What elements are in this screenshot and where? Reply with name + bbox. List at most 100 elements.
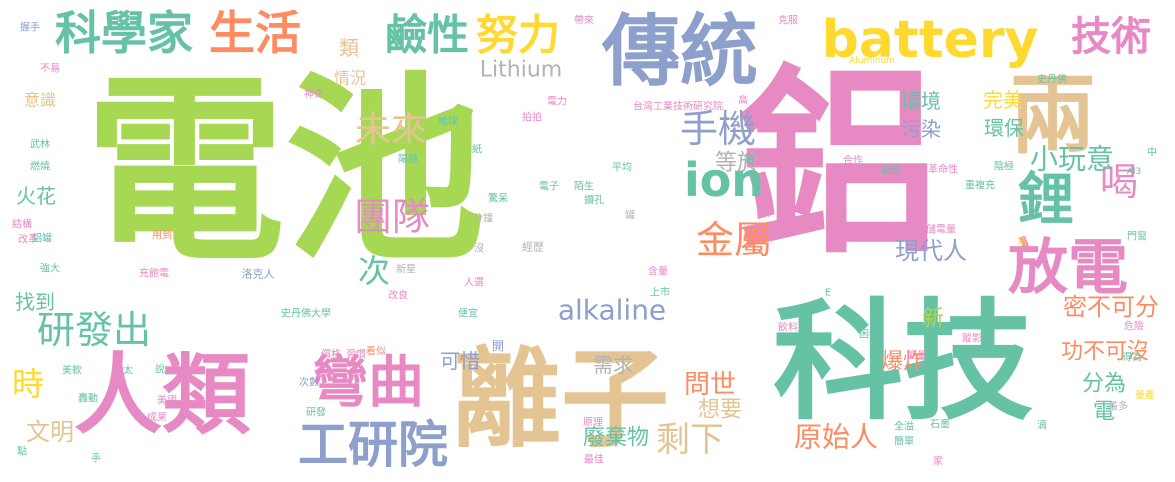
cloud-word: 手機 xyxy=(680,107,756,151)
cloud-word: 含量 xyxy=(648,265,668,278)
cloud-word: 儲電量 xyxy=(926,224,956,236)
cloud-word: 全溢 xyxy=(894,420,914,433)
cloud-word: 時 xyxy=(12,365,44,403)
cloud-word: 金屬 xyxy=(696,218,772,262)
cloud-word: 最佳 xyxy=(584,453,604,466)
cloud-word: 價格 xyxy=(321,348,341,361)
cloud-word: 帶來 xyxy=(574,15,594,27)
cloud-word: 沒 xyxy=(474,242,484,255)
cloud-word: alkaline xyxy=(558,294,666,327)
cloud-word: 現代人 xyxy=(895,237,967,265)
cloud-word: 洛克人 xyxy=(242,267,275,281)
cloud-word: 科技 xyxy=(773,286,1033,438)
cloud-word: 家 xyxy=(933,455,943,468)
cloud-word: 罐 xyxy=(625,209,635,222)
cloud-word: 怕 xyxy=(744,153,754,166)
cloud-word: Lithium xyxy=(480,58,562,83)
cloud-word: 陌生 xyxy=(574,180,594,193)
cloud-word: 便宜 xyxy=(458,307,478,320)
cloud-word: 簡單 xyxy=(894,435,914,448)
cloud-word: 項 xyxy=(1017,237,1027,249)
cloud-word: 完美 xyxy=(983,88,1023,112)
cloud-word: 新星 xyxy=(396,263,416,276)
cloud-word: 放電 xyxy=(1008,233,1128,303)
cloud-word: 人類 xyxy=(74,344,251,447)
cloud-word: 高速 xyxy=(881,164,901,177)
cloud-word: 合作 xyxy=(843,154,863,167)
cloud-word: 鹼性 xyxy=(385,11,469,60)
cloud-word: 問世 xyxy=(684,370,736,400)
cloud-word: 火花 xyxy=(16,184,56,208)
cloud-word: 研發出 xyxy=(37,308,151,352)
cloud-word: 美國 xyxy=(157,394,177,407)
cloud-word: 說 xyxy=(155,363,165,376)
cloud-word: 蹤影 xyxy=(962,332,982,345)
cloud-word: 次 xyxy=(358,252,390,290)
cloud-word: 努力 xyxy=(476,11,560,60)
cloud-word: 太 xyxy=(123,364,133,377)
cloud-word: 史丹佛大學 xyxy=(281,307,331,320)
cloud-word: 高 xyxy=(738,94,748,107)
cloud-word: 地球 xyxy=(438,115,458,128)
cloud-word: 彎曲 xyxy=(312,351,424,416)
cloud-word: E xyxy=(825,288,831,299)
cloud-word: 電力 xyxy=(547,95,567,108)
cloud-word: 喝 xyxy=(1100,160,1138,204)
cloud-word: 技術 xyxy=(1071,14,1151,60)
cloud-word: 分為 xyxy=(1082,372,1126,397)
cloud-word: 傳統 xyxy=(601,7,758,97)
cloud-word: 鋁 xyxy=(738,49,938,282)
cloud-word: Al3 xyxy=(1127,167,1141,177)
cloud-word: 上市 xyxy=(650,286,670,299)
cloud-word: 改革 xyxy=(18,233,38,246)
cloud-word: 等於 xyxy=(715,151,759,176)
cloud-word: 看似 xyxy=(366,345,386,358)
cloud-word: 驚呆 xyxy=(488,192,508,205)
cloud-word: 改良 xyxy=(388,289,408,302)
cloud-word: 年 xyxy=(763,207,773,220)
cloud-word: 電子 xyxy=(539,181,559,193)
cloud-word: 情況 xyxy=(334,69,366,88)
cloud-word: 鋁罐 xyxy=(32,232,52,245)
cloud-word: 原始人 xyxy=(794,421,878,454)
cloud-word: 能量 xyxy=(907,349,927,362)
cloud-word: 充飽電 xyxy=(139,267,169,280)
cloud-word: 想要 xyxy=(698,398,742,423)
cloud-word: 用到 xyxy=(152,230,172,242)
cloud-word: 武林 xyxy=(30,138,50,151)
cloud-word: 原理 xyxy=(583,417,603,429)
cloud-word: 電 xyxy=(1093,400,1115,425)
cloud-word: 意識 xyxy=(24,91,56,110)
cloud-word: 離子 xyxy=(453,338,669,463)
cloud-word: 拍拍 xyxy=(522,111,542,124)
cloud-word: 環境 xyxy=(901,89,941,113)
cloud-word: 廢棄物 xyxy=(583,426,649,451)
cloud-word: 分鐘 xyxy=(473,212,493,225)
cloud-word: 重複充 xyxy=(965,179,995,192)
cloud-word: 門窗 xyxy=(1127,230,1147,243)
cloud-word: 新 xyxy=(922,307,944,332)
cloud-word: 石墨 xyxy=(930,419,950,431)
cloud-word: 污染 xyxy=(901,117,941,141)
cloud-word: 台灣工業技術研究院 xyxy=(633,100,723,113)
cloud-word: 未來 xyxy=(355,110,427,151)
cloud-word: 得為 xyxy=(1122,351,1142,364)
cloud-word: 鑽孔 xyxy=(584,194,604,207)
cloud-word: 需求 xyxy=(593,353,633,377)
cloud-word: 史丹佛 xyxy=(1037,73,1067,86)
cloud-word: 最多 xyxy=(1108,400,1128,413)
cloud-word: 革命性 xyxy=(928,163,958,176)
cloud-word: 飲料 xyxy=(778,321,798,334)
cloud-word: 強大 xyxy=(40,262,60,275)
cloud-word: 電池 xyxy=(85,56,485,289)
cloud-word: 鋰 xyxy=(1018,168,1074,233)
cloud-word: 克服 xyxy=(778,15,798,27)
cloud-word: 困難 xyxy=(859,328,879,341)
cloud-word: 量產 xyxy=(1135,389,1155,402)
cloud-word: 團隊 xyxy=(354,195,430,239)
cloud-word: 次數 xyxy=(299,376,319,389)
cloud-word: 神奇 xyxy=(304,88,324,101)
cloud-word: 密不可分 xyxy=(1063,293,1159,321)
cloud-word: 科學家 xyxy=(55,6,193,60)
